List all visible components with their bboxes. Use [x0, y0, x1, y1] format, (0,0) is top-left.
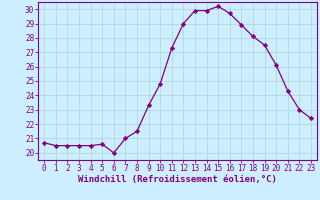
X-axis label: Windchill (Refroidissement éolien,°C): Windchill (Refroidissement éolien,°C): [78, 175, 277, 184]
